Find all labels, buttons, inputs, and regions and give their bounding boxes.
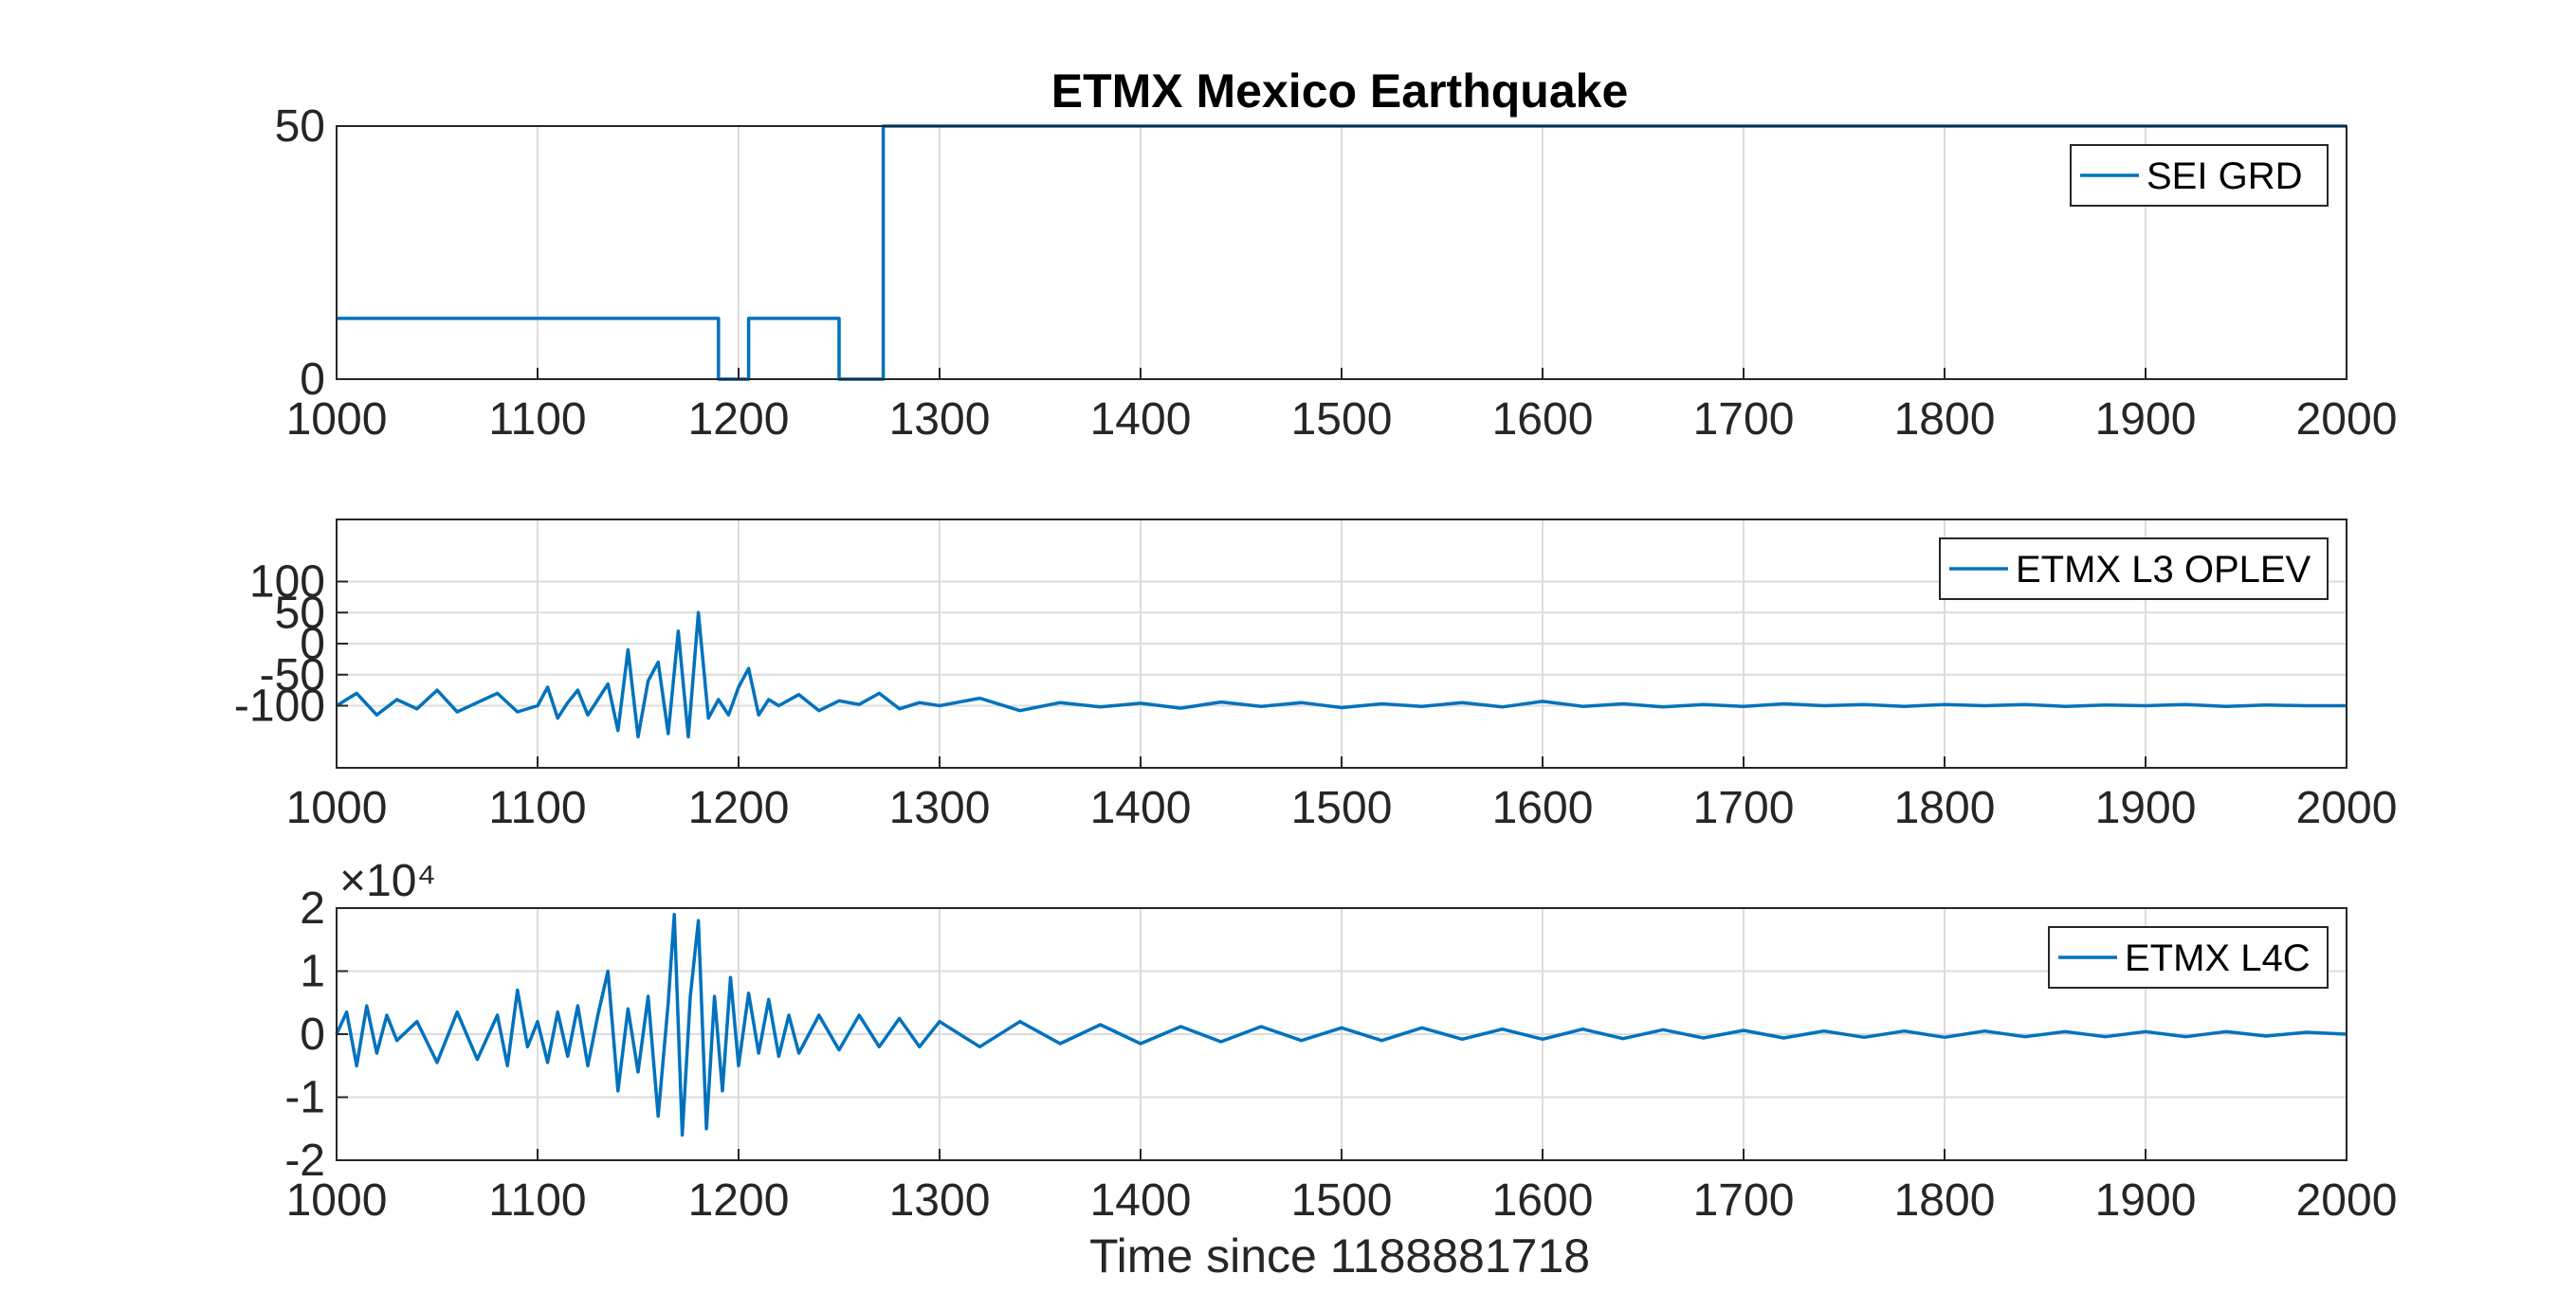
x-tick-label: 1800	[1894, 783, 1996, 833]
x-tick-label: 1400	[1090, 1175, 1192, 1226]
x-tick-label: 1400	[1090, 783, 1192, 833]
y-tick-label: -50	[260, 650, 325, 701]
x-tick-label: 1400	[1090, 394, 1192, 445]
x-tick-label: 2000	[2296, 394, 2398, 445]
x-tick-label: 1000	[286, 1175, 388, 1226]
y-exponent-label: ×10⁴	[339, 856, 436, 906]
legend: ETMX L3 OPLEV	[1939, 537, 2329, 600]
subplot-etmx-l4c: 1000 1100 1200 1300 1400 1500 1600 1700 1800 1900…	[284, 883, 2397, 1226]
y-tick-label: 0	[300, 619, 325, 669]
x-tick-label: 1700	[1693, 783, 1795, 833]
x-tick-label: 1500	[1291, 1175, 1393, 1226]
x-tick-label: 1000	[286, 783, 388, 833]
x-tick-label: 1900	[2095, 783, 2197, 833]
x-tick-label: 2000	[2296, 1175, 2398, 1226]
x-tick-label: 1000	[286, 394, 388, 445]
subplot-sei-grd: 1000 1100 1200 1300 1400 1500 1600 1700 1800 1900…	[275, 101, 2398, 445]
x-tick-label: 2000	[2296, 783, 2398, 833]
x-tick-label: 1300	[889, 783, 991, 833]
x-tick-label: 1900	[2095, 1175, 2197, 1226]
legend: SEI GRD	[2070, 144, 2329, 207]
x-tick-label: 1500	[1291, 394, 1393, 445]
y-tick-label: 50	[275, 588, 325, 638]
y-tick-label: 2	[300, 883, 325, 934]
legend-box	[2048, 926, 2329, 989]
y-tick-label: -1	[284, 1073, 325, 1123]
x-tick-label: 1600	[1492, 394, 1594, 445]
x-tick-label: 1500	[1291, 783, 1393, 833]
y-tick-label: 100	[249, 557, 325, 608]
y-tick-label: 50	[275, 101, 325, 152]
x-axis-label: Time since 1188881718	[1089, 1229, 1590, 1283]
legend: ETMX L4C	[2048, 926, 2329, 989]
x-tick-label: 1600	[1492, 1175, 1594, 1226]
x-tick-label: 1100	[488, 394, 586, 445]
chart-title: ETMX Mexico Earthquake	[1051, 64, 1629, 118]
x-tick-label: 1700	[1693, 1175, 1795, 1226]
y-tick-label: 0	[300, 355, 325, 405]
x-tick-label: 1600	[1492, 783, 1594, 833]
y-tick-label: 1	[300, 947, 325, 997]
y-tick-label: -100	[234, 682, 325, 732]
y-tick-label: 0	[300, 1010, 325, 1060]
legend-label: ETMX L4C	[2125, 937, 2311, 979]
x-tick-label: 1100	[488, 1175, 586, 1226]
legend-label: ETMX L3 OPLEV	[2016, 549, 2311, 591]
x-tick-label: 1300	[889, 1175, 991, 1226]
subplot-etmx-l3-oplev: 1000 1100 1200 1300 1400 1500 1600 1700 1800 1900…	[234, 519, 2397, 833]
y-tick-label: -2	[284, 1136, 325, 1186]
series-line	[335, 912, 2348, 1137]
x-tick-label: 1200	[688, 783, 790, 833]
x-tick-label: 1200	[688, 1175, 790, 1226]
x-tick-label: 1200	[688, 394, 790, 445]
x-tick-label: 1900	[2095, 394, 2197, 445]
series-line	[337, 124, 2347, 381]
x-tick-label: 1800	[1894, 1175, 1996, 1226]
x-tick-label: 1700	[1693, 394, 1795, 445]
series-line	[336, 610, 2347, 739]
x-tick-label: 1100	[488, 783, 586, 833]
x-tick-label: 1800	[1894, 394, 1996, 445]
x-tick-label: 1300	[889, 394, 991, 445]
legend-label: SEI GRD	[2147, 155, 2302, 197]
